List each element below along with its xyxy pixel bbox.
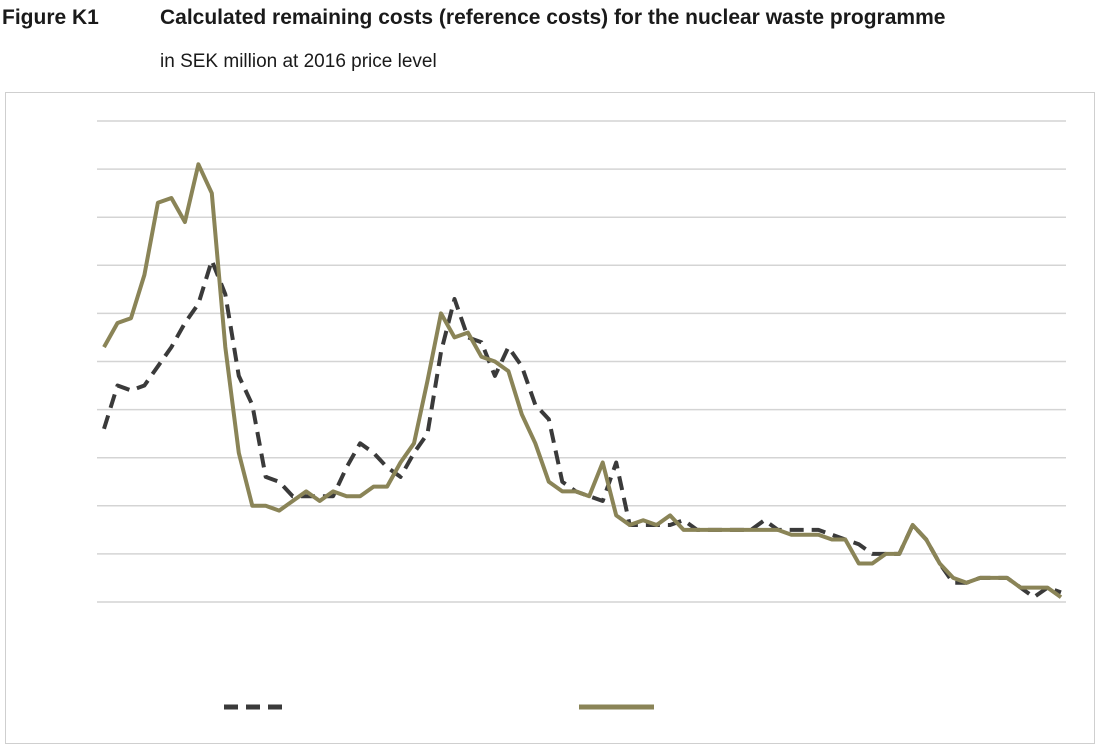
series-dashed-line (102, 258, 1062, 600)
series-solid-line (102, 162, 1063, 599)
line-chart (97, 120, 1066, 710)
figure-label: Figure K1 (2, 6, 99, 29)
chart-frame (5, 92, 1095, 744)
chart-subtitle: in SEK million at 2016 price level (160, 51, 437, 72)
grid-lines (97, 120, 1066, 603)
chart-title: Calculated remaining costs (reference co… (160, 6, 946, 29)
series-lines (102, 162, 1063, 600)
